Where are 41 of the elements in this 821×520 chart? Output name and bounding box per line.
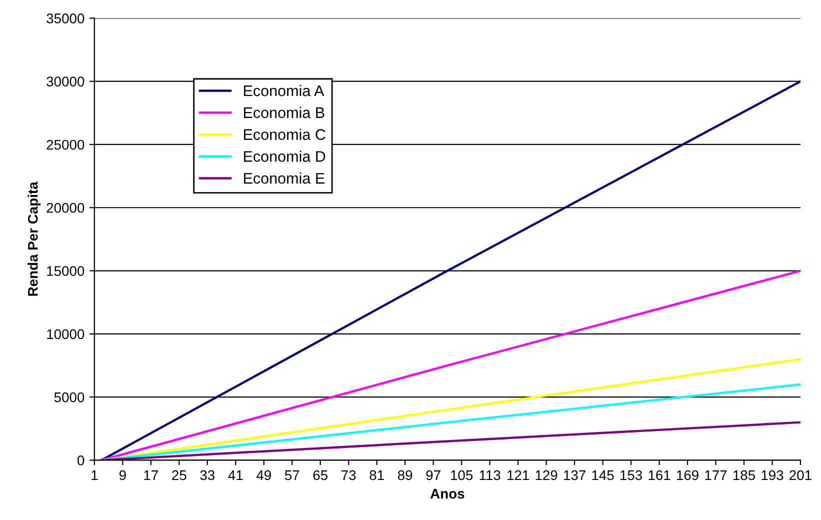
y-tick-label: 10000 [47,329,84,340]
x-tick-label: 9 [119,470,126,480]
x-tick-label: 57 [284,470,300,480]
x-tick-label: 41 [228,470,243,480]
x-tick-label: 25 [172,470,186,480]
x-tick-label: 153 [620,470,642,480]
y-tick-label: 30000 [46,76,84,87]
x-tick-label: 73 [342,470,356,480]
x-tick-label: 113 [480,470,500,480]
y-tick-label: 0 [78,456,84,466]
legend-label: Economia B [244,106,324,118]
x-tick-label: 65 [313,470,328,480]
y-tick-label: 5000 [54,392,84,402]
legend-label: Economia D [244,150,326,162]
x-tick-label: 1 [92,470,98,480]
x-tick-label: 177 [705,470,727,480]
x-tick-label: 105 [451,470,473,480]
x-tick-label: 33 [200,470,214,480]
x-tick-label: 161 [648,470,670,480]
x-tick-label: 17 [144,470,158,480]
x-tick-label: 185 [733,470,755,480]
y-tick-label: 35000 [46,14,84,24]
x-tick-label: 137 [564,470,586,480]
x-tick-label: 81 [370,470,384,480]
x-tick-label: 145 [592,470,614,480]
x-tick-label: 129 [536,470,558,480]
x-tick-label: 49 [256,470,271,480]
y-tick-label: 25000 [46,140,84,150]
x-tick-label: 193 [762,470,784,480]
y-tick-label: 20000 [46,202,84,213]
x-axis-title: Anos [430,488,464,499]
x-tick-label: 201 [790,470,812,480]
x-tick-label: 97 [426,470,440,480]
legend-label: Economia E [244,172,324,184]
legend-label: Economia A [244,84,324,96]
x-tick-label: 89 [398,470,412,480]
y-axis-title: Renda Per Capita [28,182,41,296]
y-tick-label: 15000 [47,266,84,276]
x-tick-label: 121 [508,470,529,480]
x-tick-label: 169 [676,470,698,480]
legend-label: Economia C [244,128,326,140]
